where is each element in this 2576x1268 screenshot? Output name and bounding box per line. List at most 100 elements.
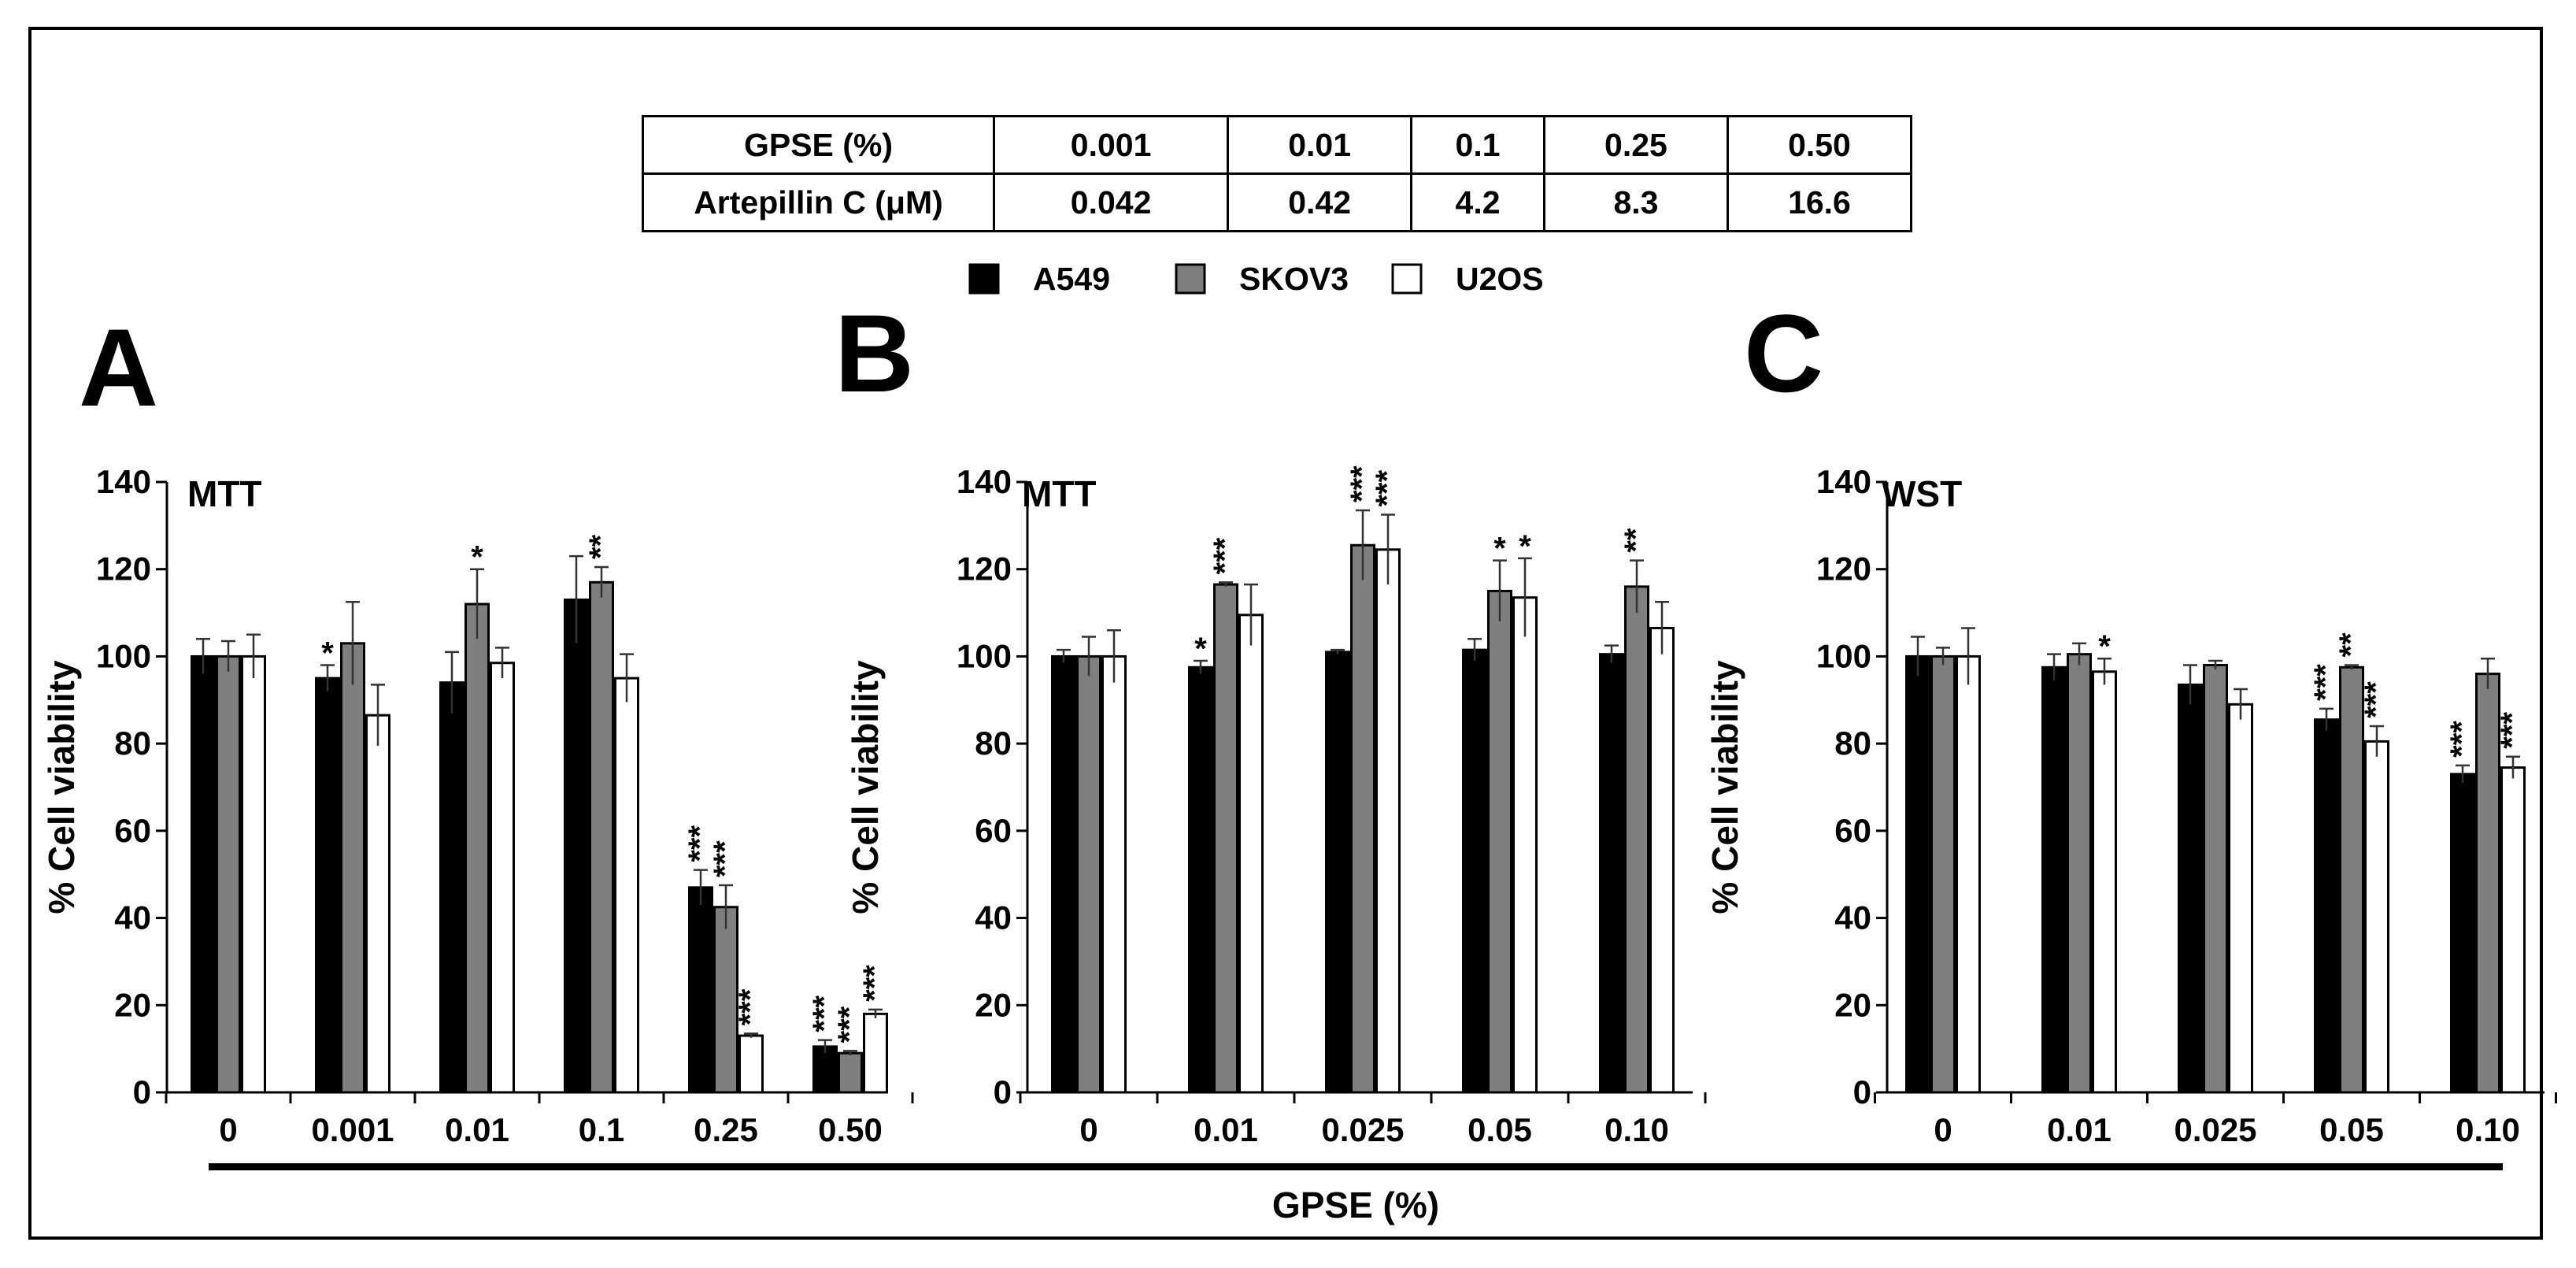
- bar: [241, 654, 266, 1094]
- bar: [2364, 740, 2389, 1094]
- x-tick-label: 0.10: [2456, 1111, 2520, 1148]
- bar: [738, 1034, 764, 1094]
- table-row: Artepillin C (μM) 0.042 0.42 4.2 8.3 16.…: [642, 172, 1913, 232]
- assay-label: MTT: [187, 473, 262, 514]
- bar: [340, 642, 365, 1094]
- bar: [1930, 654, 1956, 1094]
- y-tick-label: 80: [975, 725, 1012, 762]
- significance-label: ***: [857, 965, 892, 1002]
- bar: [490, 662, 515, 1094]
- panel-letter: A: [79, 306, 158, 429]
- bar: [1238, 614, 1264, 1094]
- shared-x-axis: GPSE (%): [209, 1163, 2503, 1225]
- table-cell: 0.042: [992, 172, 1230, 232]
- x-tick-label: 0.01: [445, 1111, 509, 1148]
- legend-swatch: [1175, 263, 1206, 295]
- shared-axis-bar: [209, 1163, 2503, 1170]
- significance-label: *: [2098, 629, 2111, 664]
- significance-label: *: [321, 636, 334, 671]
- x-tick-label: 0.1: [579, 1111, 624, 1148]
- significance-label: ***: [708, 840, 742, 877]
- table-cell: 0.42: [1227, 172, 1413, 232]
- y-tick-label: 20: [114, 986, 151, 1023]
- bar: [1462, 648, 1487, 1094]
- x-tick-label: 0.025: [2174, 1111, 2256, 1148]
- legend-label: A549: [1033, 261, 1110, 297]
- y-tick-label: 80: [114, 725, 151, 762]
- y-tick-label: 0: [1853, 1073, 1871, 1110]
- bar: [2041, 666, 2067, 1094]
- panel-letter: C: [1744, 291, 1823, 415]
- y-axis-label: % Cell viability: [845, 660, 886, 914]
- figure-frame: [28, 27, 2543, 1240]
- y-tick-label: 60: [975, 812, 1012, 849]
- bar: [564, 598, 589, 1094]
- bar: [1956, 654, 1981, 1094]
- assay-label: WST: [1882, 473, 1962, 514]
- assay-label: MTT: [1022, 473, 1097, 514]
- table-cell: 16.6: [1726, 172, 1913, 232]
- bar: [2228, 703, 2253, 1094]
- concentration-table: GPSE (%) 0.001 0.01 0.1 0.25 0.50 Artepi…: [642, 115, 1913, 232]
- bar: [688, 886, 713, 1094]
- x-tick-label: 0.025: [1321, 1111, 1404, 1148]
- significance-label: ***: [683, 825, 717, 862]
- significance-label: ***: [2359, 681, 2393, 718]
- y-tick-label: 0: [994, 1073, 1012, 1110]
- legend: A549 SKOV3 U2OS: [968, 261, 1544, 297]
- x-tick-label: 0.01: [1194, 1111, 1258, 1148]
- bar: [1624, 585, 1649, 1094]
- significance-label: ***: [733, 988, 768, 1025]
- y-axis-label: % Cell viability: [41, 660, 82, 914]
- y-tick-label: 120: [96, 551, 151, 588]
- bar: [1512, 596, 1538, 1094]
- significance-label: ***: [1345, 465, 1379, 502]
- significance-label: *: [1493, 532, 1506, 566]
- bar: [1188, 666, 1213, 1094]
- x-tick-label: 0.25: [694, 1111, 758, 1148]
- y-tick-label: 120: [1816, 551, 1871, 588]
- panel-c: C WST 0 20 40 60 80 100 120 140 % Cell viability 0 0…: [1704, 291, 2557, 1148]
- bar: [2203, 664, 2228, 1094]
- significance-label: ***: [2308, 664, 2343, 701]
- legend-label: U2OS: [1456, 261, 1544, 297]
- bar: [2339, 666, 2364, 1094]
- bar: [2067, 653, 2092, 1094]
- legend-swatch: [1391, 263, 1423, 295]
- x-tick-label: 0: [219, 1111, 237, 1148]
- legend-swatch: [968, 263, 1000, 295]
- table-row-label: Artepillin C (μM): [642, 172, 995, 232]
- table-cell: 0.1: [1410, 115, 1545, 175]
- y-tick-label: 40: [114, 899, 151, 936]
- y-tick-label: 140: [957, 463, 1012, 500]
- y-tick-label: 140: [1816, 463, 1871, 500]
- x-tick-label: 0.50: [818, 1111, 883, 1148]
- bar: [1350, 543, 1375, 1094]
- significance-label: ***: [2495, 712, 2530, 749]
- table-cell: 8.3: [1542, 172, 1729, 232]
- y-tick-label: 0: [133, 1073, 151, 1110]
- bar: [2314, 718, 2339, 1094]
- bar: [614, 677, 639, 1094]
- table-cell: 0.001: [992, 115, 1230, 175]
- shared-x-axis-label: GPSE (%): [1272, 1185, 1439, 1225]
- y-tick-label: 40: [1834, 899, 1871, 936]
- bar: [1487, 589, 1512, 1094]
- significance-label: **: [583, 534, 618, 559]
- bar: [1051, 654, 1076, 1094]
- panel-letter: B: [835, 291, 914, 415]
- y-tick-label: 100: [957, 637, 1012, 674]
- bar: [216, 654, 241, 1094]
- bar: [2450, 773, 2475, 1094]
- bar: [2500, 766, 2526, 1094]
- x-tick-label: 0.05: [1468, 1111, 1532, 1148]
- bar: [1325, 651, 1350, 1094]
- bar: [1649, 626, 1675, 1094]
- significance-label: ***: [1370, 469, 1405, 506]
- panel-a: A MTT 0 20 40 60 80 100 120 140 % Cell viability 0 0…: [41, 306, 914, 1148]
- bar: [2475, 673, 2500, 1094]
- bar: [439, 681, 464, 1094]
- y-tick-label: 20: [975, 986, 1012, 1023]
- significance-label: *: [1194, 632, 1207, 666]
